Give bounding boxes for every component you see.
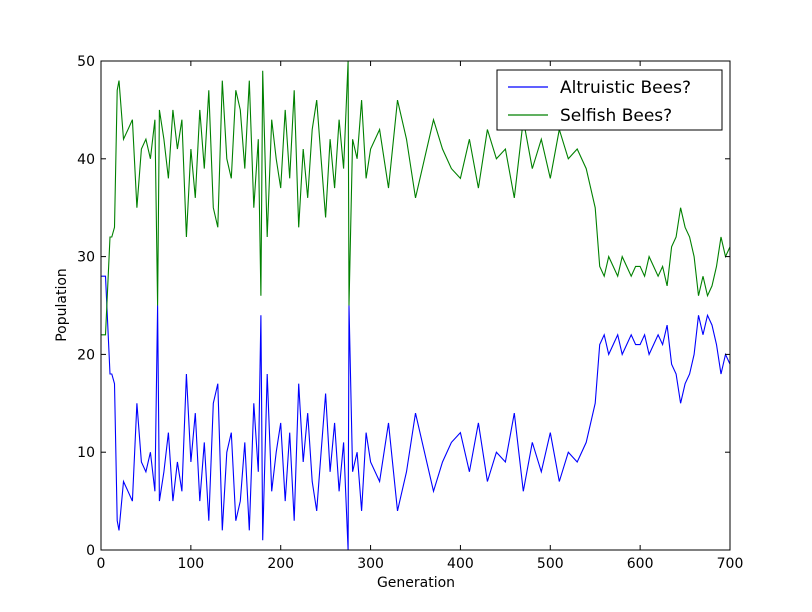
x-tick-label: 0 (97, 556, 106, 572)
y-tick-label: 10 (77, 445, 95, 461)
y-tick-label: 0 (86, 543, 95, 559)
plot-area-frame (100, 60, 731, 551)
x-tick-label: 600 (627, 556, 654, 572)
legend-label-altruistic: Altruistic Bees? (560, 78, 691, 98)
ticks-layer: 0 100 200 300 400 500 600 700 0 10 20 30 40 50 (77, 54, 743, 572)
y-tick-label: 30 (77, 250, 95, 266)
y-tick-label: 20 (77, 347, 95, 363)
x-tick-label: 200 (267, 556, 294, 572)
legend-label-selfish: Selfish Bees? (560, 106, 672, 126)
legend-box (496, 69, 723, 131)
x-tick-label: 100 (177, 556, 204, 572)
series-line-altruistic (101, 275, 730, 550)
x-axis-label: Generation (377, 575, 455, 591)
x-tick-label: 500 (537, 556, 564, 572)
x-tick-label: 400 (447, 556, 474, 572)
series-layer (101, 61, 730, 550)
y-tick-label: 50 (77, 54, 95, 70)
y-axis-label: Population (54, 268, 70, 342)
x-tick-label: 300 (357, 556, 384, 572)
y-tick-label: 40 (77, 152, 95, 168)
legend: Altruistic Bees? Selfish Bees? (496, 69, 723, 131)
series-line-selfish (101, 61, 730, 336)
x-tick-label: 700 (717, 556, 744, 572)
